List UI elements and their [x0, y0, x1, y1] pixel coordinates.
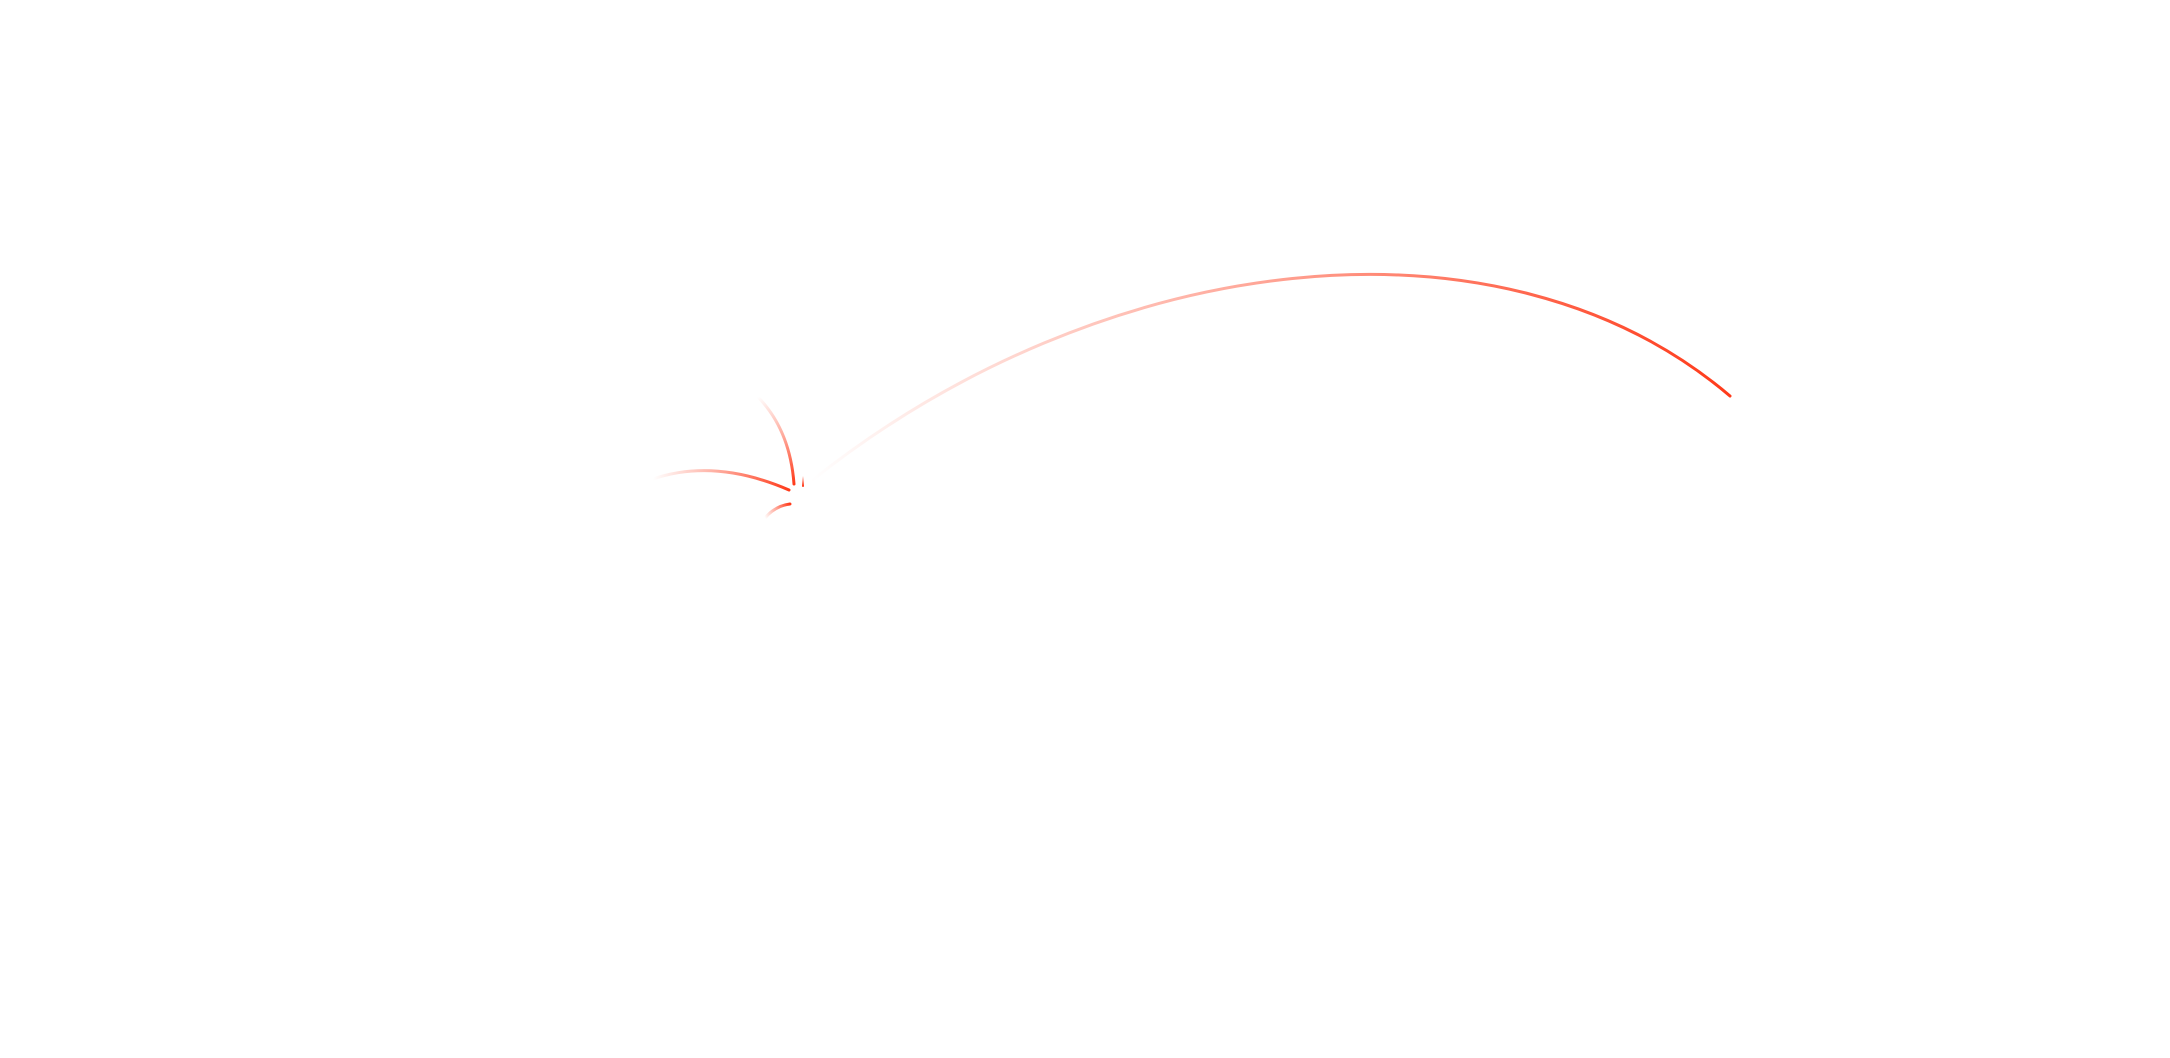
- flight-line: [763, 502, 792, 520]
- flight-line: [808, 272, 1732, 484]
- flight-lines: [651, 272, 1732, 520]
- flight-line: [756, 395, 796, 486]
- flight-line: [651, 469, 791, 492]
